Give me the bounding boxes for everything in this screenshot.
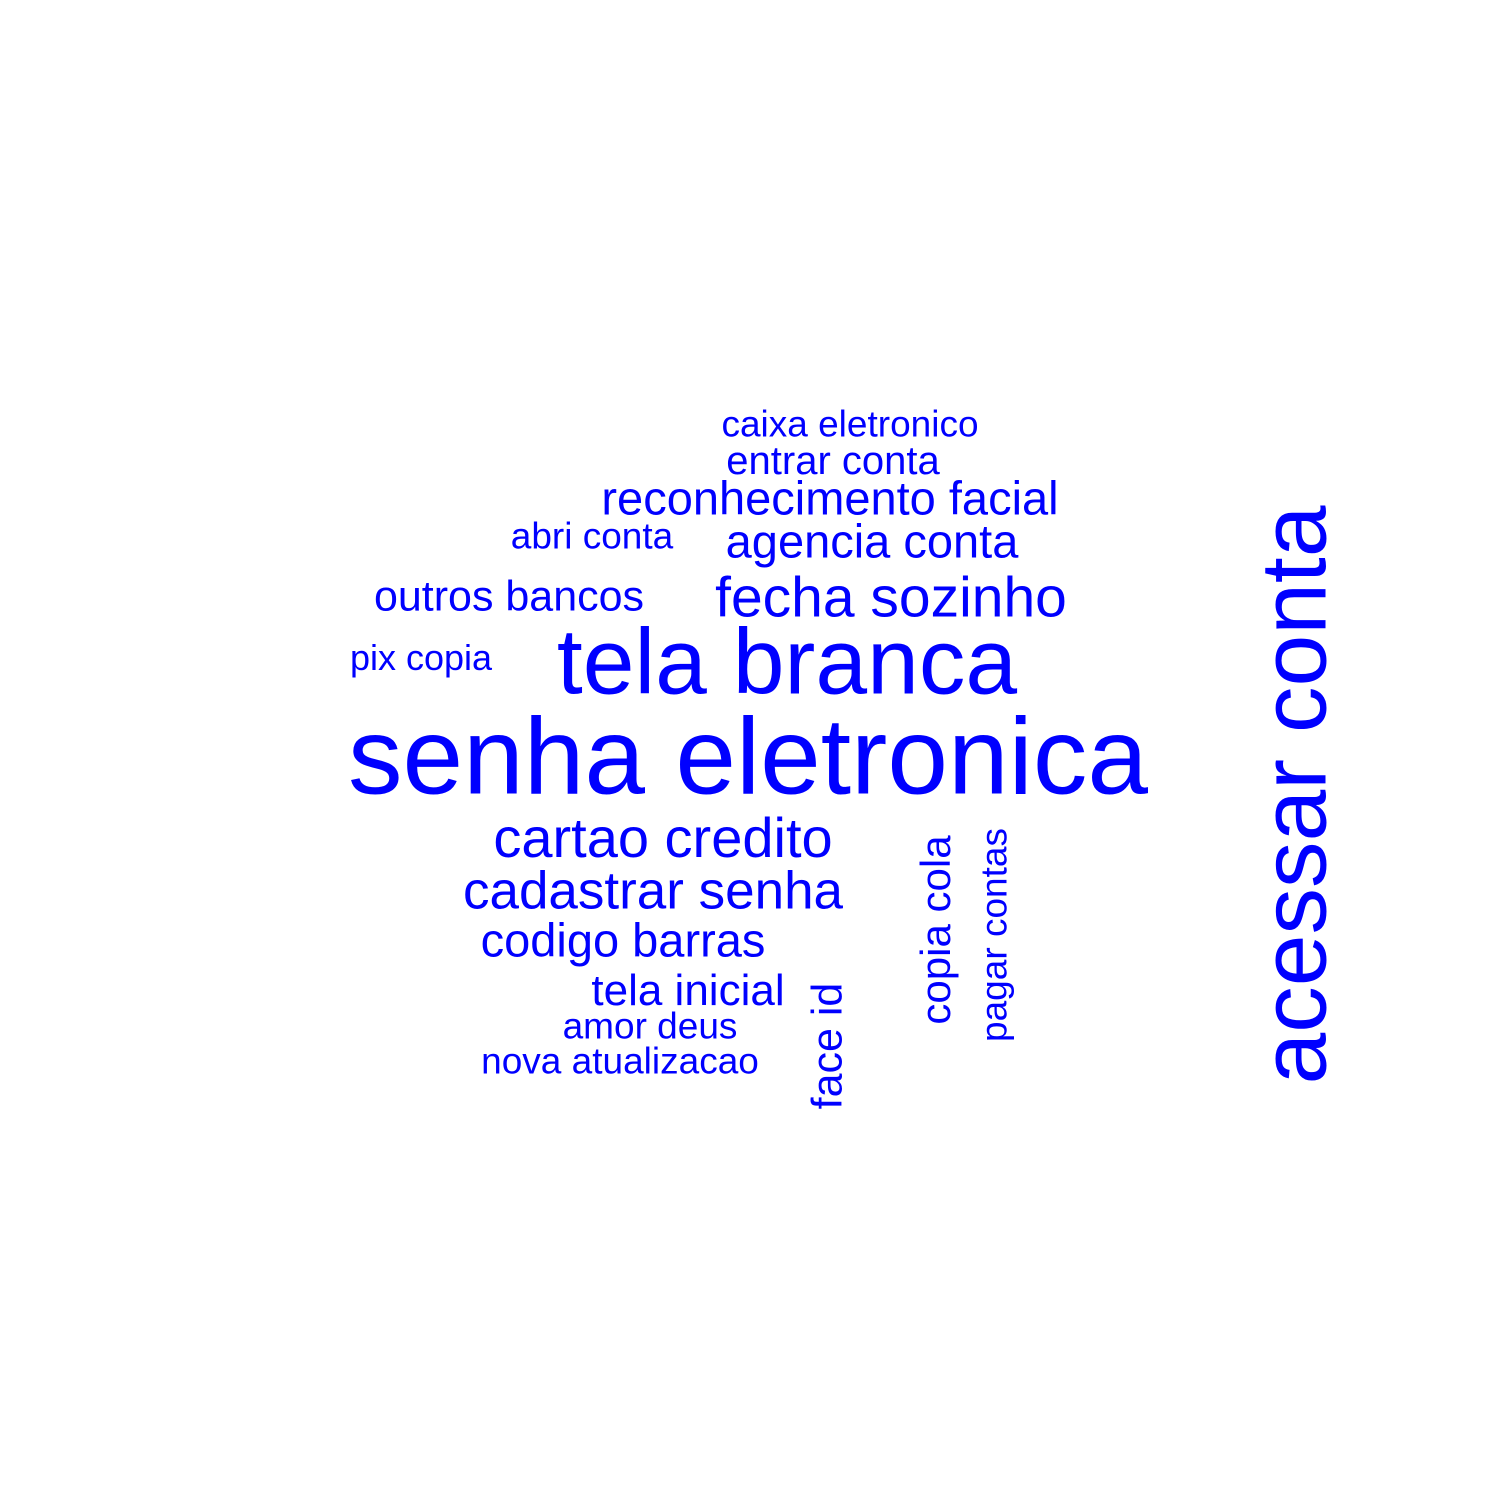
word-agencia-conta: agencia conta — [725, 514, 1019, 568]
word-cartao-credito: cartao credito — [493, 806, 833, 869]
word-acessar-conta: acessar conta — [1241, 505, 1346, 1085]
word-tela-branca: tela branca — [556, 609, 1018, 714]
word-outros-bancos: outros bancos — [373, 572, 645, 621]
word-pagar-contas: pagar contas — [973, 828, 1015, 1042]
word-abri-conta: abri conta — [510, 515, 674, 557]
word-copia-cola: copia cola — [912, 835, 959, 1025]
word-codigo-barras: codigo barras — [480, 913, 766, 967]
word-entrar-conta: entrar conta — [726, 439, 940, 483]
word-face-id: face id — [803, 982, 852, 1110]
word-cadastrar-senha: cadastrar senha — [462, 861, 844, 921]
word-senha-eletronica: senha eletronica — [348, 695, 1148, 818]
word-amor-deus: amor deus — [562, 1005, 738, 1047]
word-tela-inicial: tela inicial — [591, 966, 785, 1015]
word-reconhecimento-facial: reconhecimento facial — [601, 471, 1059, 525]
word-pix-copia: pix copia — [349, 637, 493, 678]
word-fecha-sozinho: fecha sozinho — [715, 565, 1067, 630]
word-caixa-eletronico: caixa eletronico — [721, 403, 979, 445]
word-nova-atualizacao: nova atualizacao — [481, 1040, 759, 1082]
